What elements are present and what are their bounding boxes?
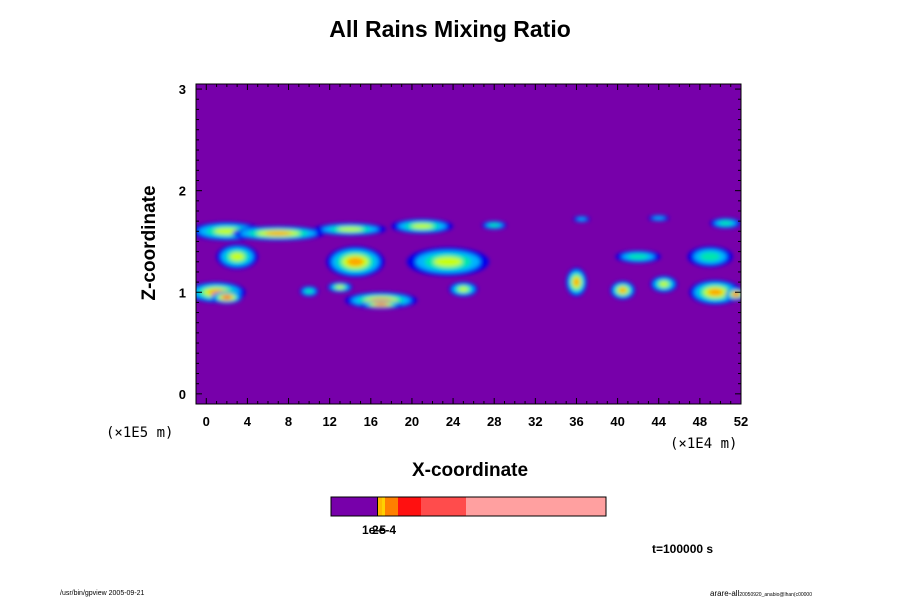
rain-cell (360, 300, 402, 309)
rain-cell (326, 246, 385, 278)
rain-cell (216, 244, 258, 269)
x-tick-label: 52 (734, 414, 748, 429)
x-tick-label: 16 (364, 414, 378, 429)
rain-cell (481, 221, 507, 230)
footer-right: arare-all20050920_anabio@lhan(c00000 (710, 589, 812, 598)
contour-level-2 (700, 252, 721, 262)
x-tick-label: 8 (285, 414, 292, 429)
x-tick-label: 40 (610, 414, 624, 429)
contour-level-4 (265, 231, 292, 236)
colorbar-segment (466, 497, 606, 516)
x-tick-label: 12 (322, 414, 336, 429)
footer-right-small: 20050920_anabio@lhan(c00000 (739, 592, 812, 598)
contour-level-3 (458, 286, 469, 292)
rain-cell (314, 223, 387, 236)
rain-cell (615, 250, 661, 263)
x-axis: 0 4 8 12 16 20 24 28 32 36 40 44 48 52 (203, 84, 748, 429)
colorbar-segment (398, 497, 421, 516)
rain-cell (610, 281, 636, 300)
footer-right-main: arare-all (710, 589, 740, 598)
y-tick-label: 2 (179, 184, 186, 199)
plot-frame (195, 83, 742, 405)
x-tick-label: 20 (405, 414, 419, 429)
y-axis-label: Z-coordinate (139, 185, 160, 301)
contour-level-2 (628, 253, 649, 260)
contour-level-1 (576, 217, 587, 221)
colorbar-frame (330, 496, 607, 517)
chart-title: All Rains Mixing Ratio (329, 16, 571, 42)
footer-left: /usr/bin/gpview 2005-09-21 (60, 590, 145, 597)
contour-level-4 (573, 278, 580, 287)
contour-level-4 (347, 257, 364, 267)
x-tick-label: 44 (652, 414, 667, 429)
plot-area (196, 84, 741, 404)
y-axis: 0 1 2 3 (179, 82, 741, 402)
contour-level-2 (305, 288, 314, 294)
rain-cell (566, 267, 587, 297)
colorbar-segment (421, 497, 466, 516)
y-tick-label: 1 (179, 285, 186, 300)
contour-level-3 (335, 285, 345, 289)
contour-level-3 (411, 223, 433, 229)
colorbar-segment (385, 497, 398, 516)
rain-cell (710, 218, 741, 229)
x-axis-unit: (×1E4 m) (670, 436, 738, 452)
contour-level-3 (337, 227, 363, 232)
rain-cell (299, 286, 319, 297)
contour-level-4 (619, 287, 627, 293)
time-label: t=100000 s (652, 542, 714, 556)
contour-level-2 (488, 223, 500, 228)
x-tick-label: 0 (203, 414, 210, 429)
contour-level-1 (652, 216, 666, 220)
colorbar-segment (378, 497, 382, 516)
rain-cell (211, 291, 243, 304)
colorbar (330, 496, 607, 517)
x-tick-label: 36 (569, 414, 583, 429)
contour-level-4 (707, 288, 723, 296)
x-tick-label: 24 (446, 414, 461, 429)
rain-cell (231, 226, 325, 241)
colorbar-segment (331, 497, 377, 516)
colorbar-label-low: 1e-5 (362, 523, 387, 537)
colorbar-labels: 1e-5 2e-4 (362, 523, 422, 539)
rain-cells (196, 215, 741, 309)
contour-level-5 (376, 303, 387, 306)
contour-level-5 (223, 295, 231, 299)
rain-cell (648, 215, 670, 222)
rain-cell (327, 282, 353, 293)
x-tick-label: 48 (693, 414, 707, 429)
rain-cell (689, 280, 741, 305)
x-axis-label: X-coordinate (411, 460, 529, 481)
x-tick-label: 32 (528, 414, 542, 429)
contour-level-2 (718, 220, 733, 226)
rain-cell (650, 276, 678, 293)
colorbar-segment (382, 497, 385, 516)
y-tick-label: 3 (179, 82, 186, 97)
rain-cell (687, 246, 733, 267)
rain-cell (725, 288, 741, 301)
contour-level-5 (733, 292, 739, 296)
colorbar-label-high: 2e-4 (372, 523, 397, 537)
rain-cell (448, 282, 478, 297)
rain-cell (406, 247, 490, 276)
y-axis-unit: (×1E5 m) (106, 425, 174, 441)
rain-cell (391, 219, 454, 234)
y-tick-label: 0 (179, 387, 186, 402)
x-tick-label: 28 (487, 414, 501, 429)
contour-level-3 (433, 256, 463, 267)
contour-level-3 (659, 281, 669, 287)
contour-level-3 (229, 252, 245, 261)
colorbar-segment (377, 497, 378, 516)
x-tick-label: 4 (244, 414, 252, 429)
rain-cell (573, 216, 590, 223)
